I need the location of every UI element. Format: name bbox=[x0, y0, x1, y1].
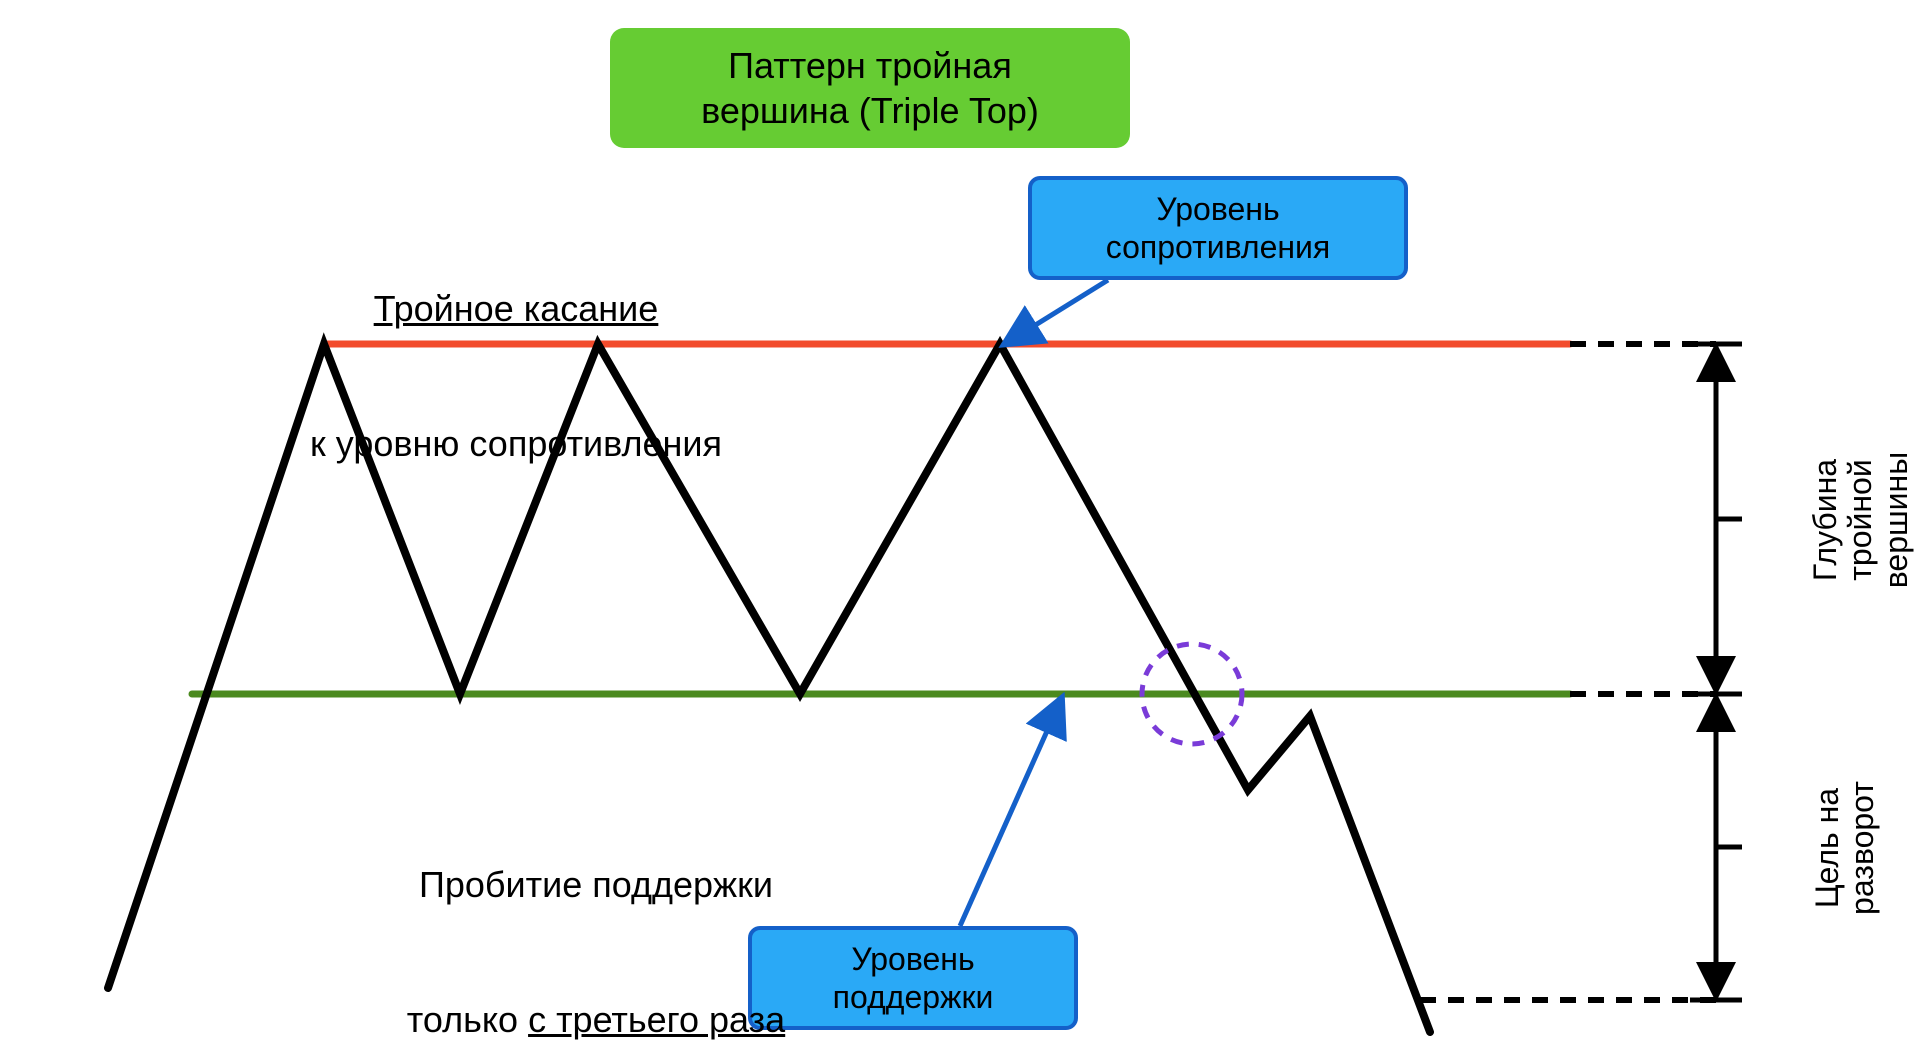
side-label-target: Цель на разворот bbox=[1775, 688, 1881, 1008]
chart-svg bbox=[0, 0, 1920, 1056]
side-label-target-text: Цель на разворот bbox=[1809, 781, 1880, 915]
label-breakout-line2-pre: только bbox=[407, 999, 528, 1040]
label-breakout: Пробитие поддержки только с третьего раз… bbox=[316, 772, 876, 1056]
diagram-stage: Паттерн тройная вершина (Triple Top) Уро… bbox=[0, 0, 1920, 1056]
side-label-depth: Глубина тройной вершины bbox=[1773, 360, 1914, 680]
label-triple-touch: Тройное касание к уровню сопротивления bbox=[256, 196, 776, 511]
label-triple-touch-line1: Тройное касание bbox=[374, 288, 659, 329]
title-text: Паттерн тройная вершина (Triple Top) bbox=[701, 43, 1039, 133]
label-breakout-line2-underlined: с третьего раза bbox=[528, 999, 785, 1040]
callout-resistance: Уровень сопротивления bbox=[1028, 176, 1408, 280]
label-triple-touch-line2: к уровню сопротивления bbox=[310, 423, 722, 464]
side-label-depth-text: Глубина тройной вершины bbox=[1807, 452, 1913, 588]
label-breakout-line1: Пробитие поддержки bbox=[419, 864, 773, 905]
callout-resistance-text: Уровень сопротивления bbox=[1106, 190, 1331, 267]
title-badge: Паттерн тройная вершина (Triple Top) bbox=[610, 28, 1130, 148]
